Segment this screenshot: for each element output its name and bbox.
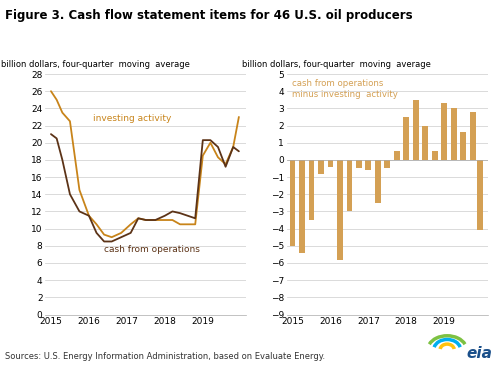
Bar [477,160,483,230]
Bar [290,160,295,246]
Bar [318,160,324,174]
Bar [470,112,475,160]
Bar [394,151,400,160]
Text: eia: eia [466,346,492,361]
Bar [327,160,333,167]
Bar [413,100,418,160]
Text: cash from operations: cash from operations [104,245,200,254]
Text: Figure 3. Cash flow statement items for 46 U.S. oil producers: Figure 3. Cash flow statement items for … [5,9,412,22]
Text: billion dollars, four-quarter  moving  average: billion dollars, four-quarter moving ave… [242,60,431,69]
Bar [442,103,447,160]
Bar [432,151,438,160]
Bar [451,108,457,160]
Bar [375,160,381,203]
Text: billion dollars, four-quarter  moving  average: billion dollars, four-quarter moving ave… [1,60,190,69]
Bar [308,160,314,220]
Bar [460,132,466,160]
Bar [423,125,428,160]
Text: investing activity: investing activity [93,114,171,123]
Text: cash from operations
minus investing  activity: cash from operations minus investing act… [292,79,398,99]
Bar [366,160,371,170]
Bar [299,160,305,253]
Text: Sources: U.S. Energy Information Administration, based on Evaluate Energy.: Sources: U.S. Energy Information Adminis… [5,352,325,361]
Bar [356,160,362,168]
Bar [403,117,409,160]
Bar [384,160,390,168]
Bar [337,160,343,259]
Bar [347,160,352,211]
